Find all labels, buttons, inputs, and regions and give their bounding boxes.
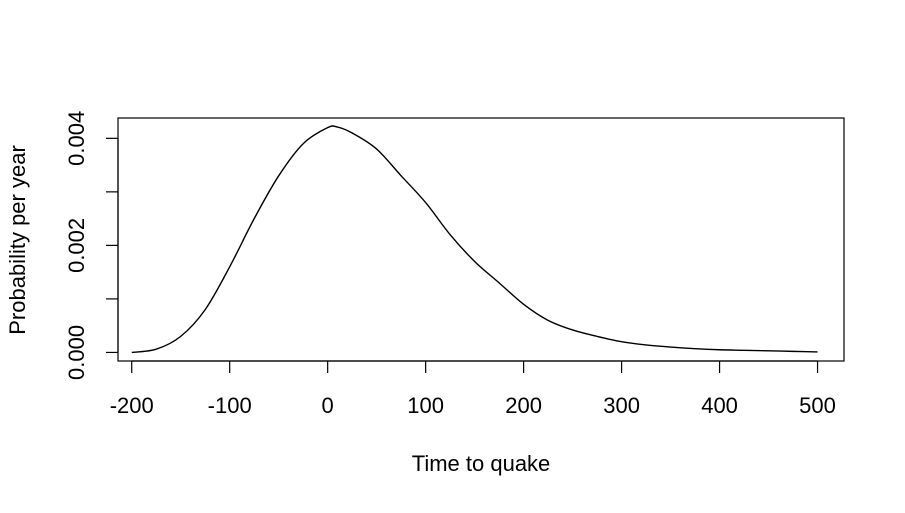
x-axis: -200 -100 0 100 200 300 400 500 — [110, 360, 836, 418]
y-axis-label: Probability per year — [5, 145, 30, 335]
x-tick-label: 200 — [505, 393, 542, 418]
x-tick-label: 0 — [322, 393, 334, 418]
series-layer — [131, 125, 818, 354]
x-tick-label: 400 — [701, 393, 738, 418]
x-tick-label: 300 — [603, 393, 640, 418]
x-tick-label: 500 — [799, 393, 836, 418]
plot-frame — [117, 117, 845, 362]
y-tick-label: 0.004 — [64, 111, 89, 166]
y-axis: 0.000 0.002 0.004 — [64, 111, 119, 380]
series-line — [131, 125, 818, 354]
y-tick-label: 0.000 — [64, 325, 89, 380]
x-tick-label: -100 — [208, 393, 252, 418]
x-axis-label: Time to quake — [412, 451, 551, 476]
x-tick-label: -200 — [110, 393, 154, 418]
y-tick-label: 0.002 — [64, 218, 89, 273]
x-tick-label: 100 — [407, 393, 444, 418]
